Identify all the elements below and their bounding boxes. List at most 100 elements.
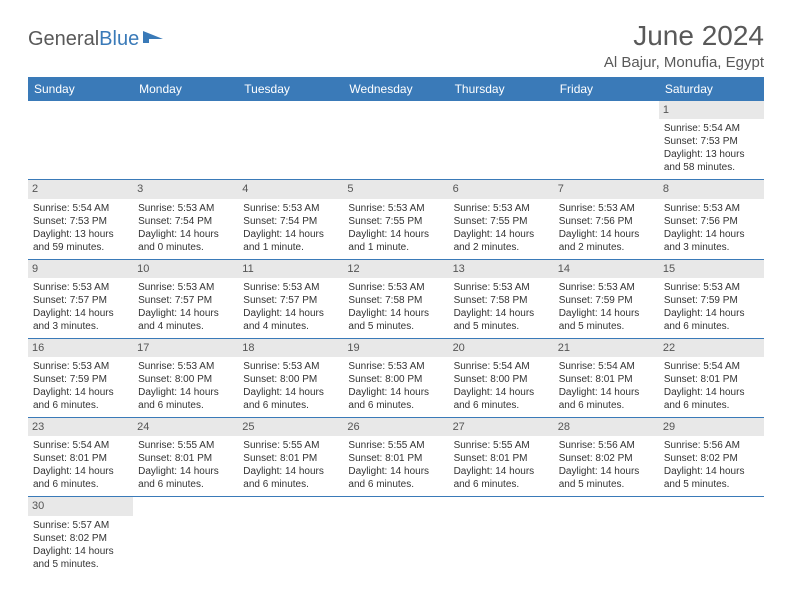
weekday-header-row: Sunday Monday Tuesday Wednesday Thursday…: [28, 77, 764, 101]
daylight-text: and 5 minutes.: [348, 320, 443, 333]
daylight-text: and 4 minutes.: [243, 320, 338, 333]
calendar-cell: 2Sunrise: 5:54 AMSunset: 7:53 PMDaylight…: [28, 180, 133, 259]
day-number: 7: [554, 180, 659, 198]
sunrise-text: Sunrise: 5:54 AM: [664, 122, 759, 135]
day-number: 16: [28, 339, 133, 357]
sunrise-text: Sunrise: 5:54 AM: [33, 439, 128, 452]
calendar-table: Sunday Monday Tuesday Wednesday Thursday…: [28, 77, 764, 576]
daylight-text: and 1 minute.: [348, 241, 443, 254]
weekday-header: Tuesday: [238, 77, 343, 101]
daylight-text: and 59 minutes.: [33, 241, 128, 254]
sunset-text: Sunset: 7:55 PM: [454, 215, 549, 228]
sunset-text: Sunset: 8:01 PM: [454, 452, 549, 465]
daylight-text: Daylight: 14 hours: [664, 386, 759, 399]
daylight-text: and 1 minute.: [243, 241, 338, 254]
sunset-text: Sunset: 7:54 PM: [138, 215, 233, 228]
daylight-text: Daylight: 14 hours: [454, 307, 549, 320]
sunset-text: Sunset: 7:54 PM: [243, 215, 338, 228]
calendar-cell: 22Sunrise: 5:54 AMSunset: 8:01 PMDayligh…: [659, 338, 764, 417]
daylight-text: and 2 minutes.: [454, 241, 549, 254]
calendar-cell: 17Sunrise: 5:53 AMSunset: 8:00 PMDayligh…: [133, 338, 238, 417]
daylight-text: Daylight: 14 hours: [33, 386, 128, 399]
day-number: 4: [238, 180, 343, 198]
daylight-text: Daylight: 14 hours: [138, 386, 233, 399]
sunrise-text: Sunrise: 5:55 AM: [454, 439, 549, 452]
calendar-cell: [28, 101, 133, 180]
sunrise-text: Sunrise: 5:55 AM: [348, 439, 443, 452]
daylight-text: and 5 minutes.: [559, 320, 654, 333]
sunset-text: Sunset: 8:01 PM: [664, 373, 759, 386]
daylight-text: Daylight: 14 hours: [243, 307, 338, 320]
sunset-text: Sunset: 8:00 PM: [138, 373, 233, 386]
sunrise-text: Sunrise: 5:53 AM: [348, 360, 443, 373]
sunrise-text: Sunrise: 5:53 AM: [33, 360, 128, 373]
daylight-text: Daylight: 13 hours: [664, 148, 759, 161]
calendar-cell: 13 Sunrise: 5:53 AMSunset: 7:58 PMDayligh…: [449, 259, 554, 338]
calendar-cell: 7Sunrise: 5:53 AMSunset: 7:56 PMDaylight…: [554, 180, 659, 259]
sunrise-text: Sunrise: 5:53 AM: [454, 202, 549, 215]
day-number: 12: [343, 260, 448, 278]
daylight-text: Daylight: 14 hours: [138, 307, 233, 320]
calendar-cell: 10Sunrise: 5:53 AMSunset: 7:57 PMDayligh…: [133, 259, 238, 338]
calendar-cell: 29Sunrise: 5:56 AMSunset: 8:02 PMDayligh…: [659, 418, 764, 497]
calendar-row: 30Sunrise: 5:57 AMSunset: 8:02 PMDayligh…: [28, 497, 764, 576]
day-number: 2: [28, 180, 133, 198]
daylight-text: and 3 minutes.: [33, 320, 128, 333]
day-number: 23: [28, 418, 133, 436]
daylight-text: Daylight: 14 hours: [33, 545, 128, 558]
sunrise-text: Sunrise: 5:53 AM: [138, 202, 233, 215]
calendar-cell: [238, 101, 343, 180]
day-number: 24: [133, 418, 238, 436]
weekday-header: Sunday: [28, 77, 133, 101]
sunrise-text: Sunrise: 5:53 AM: [33, 281, 128, 294]
daylight-text: Daylight: 14 hours: [664, 465, 759, 478]
daylight-text: and 5 minutes.: [664, 478, 759, 491]
sunset-text: Sunset: 8:00 PM: [243, 373, 338, 386]
calendar-cell: 4Sunrise: 5:53 AMSunset: 7:54 PMDaylight…: [238, 180, 343, 259]
daylight-text: Daylight: 14 hours: [138, 465, 233, 478]
sunrise-text: Sunrise: 5:54 AM: [559, 360, 654, 373]
calendar-cell: [133, 101, 238, 180]
sunset-text: Sunset: 8:01 PM: [243, 452, 338, 465]
sunset-text: Sunset: 7:56 PM: [664, 215, 759, 228]
calendar-cell: 26Sunrise: 5:55 AMSunset: 8:01 PMDayligh…: [343, 418, 448, 497]
sunrise-text: Sunrise: 5:53 AM: [454, 281, 549, 294]
day-number: 18: [238, 339, 343, 357]
sunrise-text: Sunrise: 5:53 AM: [559, 281, 654, 294]
sunset-text: Sunset: 7:59 PM: [33, 373, 128, 386]
daylight-text: Daylight: 14 hours: [33, 465, 128, 478]
daylight-text: and 6 minutes.: [664, 399, 759, 412]
day-number: 13: [449, 260, 554, 278]
calendar-row: 16Sunrise: 5:53 AMSunset: 7:59 PMDayligh…: [28, 338, 764, 417]
calendar-cell: 21Sunrise: 5:54 AMSunset: 8:01 PMDayligh…: [554, 338, 659, 417]
daylight-text: and 6 minutes.: [243, 399, 338, 412]
daylight-text: Daylight: 14 hours: [243, 228, 338, 241]
calendar-cell: 23Sunrise: 5:54 AMSunset: 8:01 PMDayligh…: [28, 418, 133, 497]
daylight-text: Daylight: 14 hours: [559, 228, 654, 241]
calendar-cell: 19Sunrise: 5:53 AMSunset: 8:00 PMDayligh…: [343, 338, 448, 417]
sunrise-text: Sunrise: 5:53 AM: [348, 281, 443, 294]
day-number: 14: [554, 260, 659, 278]
daylight-text: and 6 minutes.: [243, 478, 338, 491]
sunset-text: Sunset: 7:58 PM: [454, 294, 549, 307]
logo-text-2: Blue: [99, 28, 139, 51]
daylight-text: and 6 minutes.: [348, 399, 443, 412]
calendar-cell: 12Sunrise: 5:53 AMSunset: 7:58 PMDayligh…: [343, 259, 448, 338]
daylight-text: and 5 minutes.: [559, 478, 654, 491]
day-number: 10: [133, 260, 238, 278]
sunrise-text: Sunrise: 5:54 AM: [454, 360, 549, 373]
day-number: 27: [449, 418, 554, 436]
sunrise-text: Sunrise: 5:55 AM: [243, 439, 338, 452]
daylight-text: and 6 minutes.: [348, 478, 443, 491]
daylight-text: Daylight: 14 hours: [559, 386, 654, 399]
sunset-text: Sunset: 7:57 PM: [138, 294, 233, 307]
sunset-text: Sunset: 7:53 PM: [33, 215, 128, 228]
calendar-cell: 20Sunrise: 5:54 AMSunset: 8:00 PMDayligh…: [449, 338, 554, 417]
day-number: 28: [554, 418, 659, 436]
daylight-text: and 6 minutes.: [559, 399, 654, 412]
sunrise-text: Sunrise: 5:53 AM: [138, 360, 233, 373]
daylight-text: and 6 minutes.: [454, 478, 549, 491]
daylight-text: Daylight: 14 hours: [243, 386, 338, 399]
calendar-cell: 18Sunrise: 5:53 AMSunset: 8:00 PMDayligh…: [238, 338, 343, 417]
calendar-cell: [449, 101, 554, 180]
